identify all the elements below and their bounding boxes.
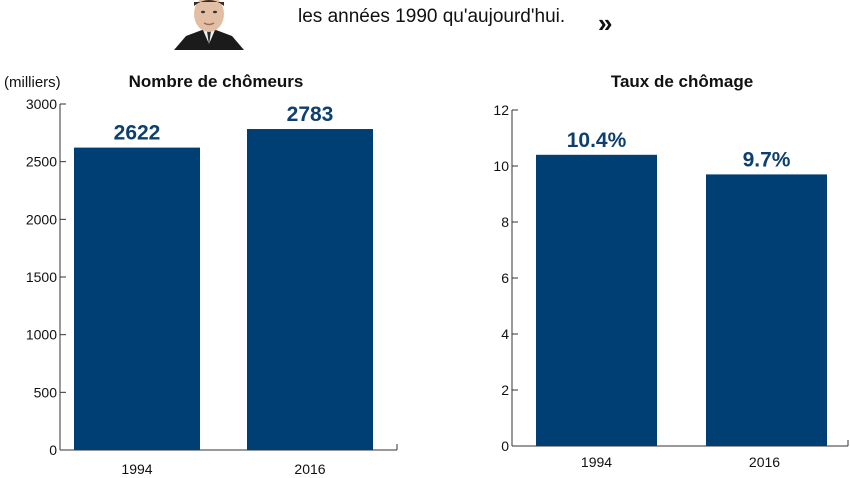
bar-value-label: 10.4% <box>567 129 627 152</box>
y-tick-label: 4 <box>501 326 509 342</box>
chart-taux-chomage: Taux de chômage 0 2 4 6 8 10 12 10.4% 1994 9.7% 2… <box>493 72 849 470</box>
y-tick-label: 500 <box>34 384 58 400</box>
chart-title: Taux de chômage <box>611 72 753 91</box>
y-tick-label: 2 <box>501 382 509 398</box>
bar-1994 <box>74 147 200 450</box>
y-tick-label: 2500 <box>26 154 57 170</box>
bar-1994 <box>536 154 657 447</box>
x-category-label: 2016 <box>294 461 325 477</box>
bar-2016 <box>706 174 827 446</box>
y-tick-label: 8 <box>501 214 509 230</box>
chart-title: Nombre de chômeurs <box>129 72 304 91</box>
x-category-label: 1994 <box>581 454 612 470</box>
y-tick-label: 10 <box>493 158 509 174</box>
y-tick-label: 0 <box>501 438 509 454</box>
bar-value-label: 9.7% <box>743 148 791 171</box>
y-tick-label: 2000 <box>26 211 57 227</box>
bar-2016 <box>247 129 373 450</box>
bar-value-label: 2783 <box>287 103 334 126</box>
x-category-label: 2016 <box>749 454 780 470</box>
chart-nombre-chomeurs: Nombre de chômeurs (milliers) 0 500 1000 15… <box>4 72 398 477</box>
quote-text: les années 1990 qu'aujourd'hui. <box>298 6 566 27</box>
y-axis-unit-label: (milliers) <box>4 74 61 91</box>
y-tick-label: 0 <box>49 442 57 458</box>
y-tick-label: 12 <box>493 102 509 118</box>
y-tick-label: 1000 <box>26 327 57 343</box>
y-tick-label: 6 <box>501 270 509 286</box>
y-tick-label: 3000 <box>26 96 57 112</box>
speaker-portrait <box>174 0 244 50</box>
y-tick-label: 1500 <box>26 269 57 285</box>
bar-value-label: 2622 <box>114 122 161 145</box>
closing-quote-mark: » <box>598 8 613 38</box>
x-category-label: 1994 <box>121 461 152 477</box>
